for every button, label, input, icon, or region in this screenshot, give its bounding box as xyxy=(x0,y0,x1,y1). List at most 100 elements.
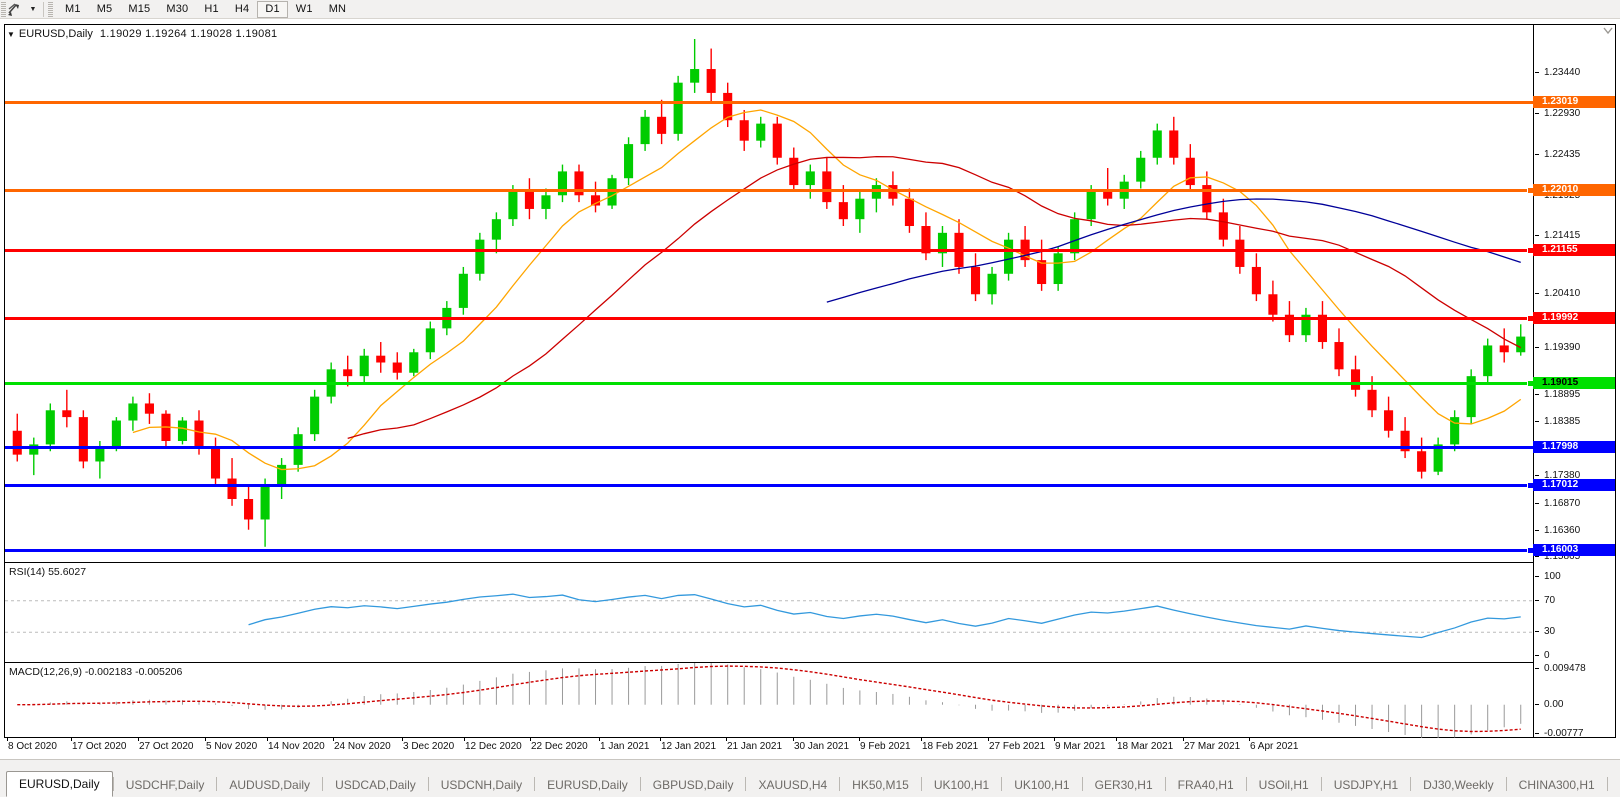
top-toolbar: ▼ M1 M5 M15 M30 H1 H4 D1 W1 MN xyxy=(0,0,1620,19)
chart-tab-uk100-h1[interactable]: UK100,H1 xyxy=(1014,778,1070,792)
timeframe-m5[interactable]: M5 xyxy=(96,3,113,15)
price-tick: 1.16360 xyxy=(1535,525,1615,536)
timeframe-m1[interactable]: M1 xyxy=(65,3,81,15)
support-1-16003[interactable] xyxy=(5,547,1534,554)
timeframe-mn[interactable]: MN xyxy=(328,3,347,15)
time-tick: 30 Jan 2021 xyxy=(792,738,850,752)
resistance-1-19992-price-chip[interactable]: 1.19992 xyxy=(1533,312,1615,324)
price-tick: 1.23440 xyxy=(1535,67,1615,78)
timeframe-h4[interactable]: H4 xyxy=(234,3,250,15)
time-scale-axis[interactable]: 8 Oct 2020 17 Oct 2020 27 Oct 2020 5 Nov 20… xyxy=(4,738,1616,757)
time-tick: 9 Feb 2021 xyxy=(859,738,911,752)
resistance-1-23019[interactable] xyxy=(5,101,1533,104)
chevron-down-icon[interactable]: ▼ xyxy=(29,5,37,13)
timeframe-w1[interactable]: W1 xyxy=(295,3,313,15)
tab-divider xyxy=(1164,777,1166,791)
tab-divider xyxy=(1320,777,1322,791)
rsi-tick: 0 xyxy=(1535,650,1615,661)
price-tick: 1.16870 xyxy=(1535,498,1615,509)
price-tick: 1.15865 xyxy=(1535,551,1615,562)
rsi-pane[interactable]: RSI(14) 55.6027 xyxy=(5,562,1615,662)
tab-divider xyxy=(322,777,324,791)
drawing-tools-icon[interactable] xyxy=(6,1,26,18)
time-tick: 21 Jan 2021 xyxy=(725,738,783,752)
chart-tab-u[interactable]: U xyxy=(1608,773,1620,797)
chart-tab-hk50-m15[interactable]: HK50,M15 xyxy=(852,778,909,792)
resistance-1-23019-price-chip[interactable]: 1.23019 xyxy=(1533,96,1615,108)
chart-tab-fra40-h1[interactable]: FRA40,H1 xyxy=(1177,778,1234,792)
chart-tab-usdcad-daily[interactable]: USDCAD,Daily xyxy=(335,778,416,792)
price-tick: 1.18385 xyxy=(1535,416,1615,427)
macd-pane[interactable]: MACD(12,26,9) -0.002183 -0.005206 xyxy=(5,662,1615,738)
chart-tab-usdcnh-daily[interactable]: USDCNH,Daily xyxy=(440,778,523,792)
time-tick: 3 Dec 2020 xyxy=(401,738,455,752)
chart-tab-eurusd-daily[interactable]: EURUSD,Daily xyxy=(6,771,113,797)
macd-tick: 0.009478 xyxy=(1535,663,1615,674)
macd-pane-label: MACD(12,26,9) -0.002183 -0.005206 xyxy=(9,666,183,678)
resistance-1-21155[interactable] xyxy=(5,247,1534,254)
tab-divider xyxy=(1245,777,1247,791)
chart-tab-eurusd-daily[interactable]: EURUSD,Daily xyxy=(547,778,628,792)
price-candlestick-plot xyxy=(12,39,1526,547)
chart-tab-gbpusd-daily[interactable]: GBPUSD,Daily xyxy=(652,778,734,792)
chart-tabs: EURUSD,Daily USDCHF,Daily AUDUSD,Daily USDC… xyxy=(6,771,1620,797)
resistance-1-22010[interactable] xyxy=(5,187,1534,194)
price-tick: 1.18895 xyxy=(1535,389,1615,400)
chart-tab-china300-h1[interactable]: CHINA300,H1 xyxy=(1518,778,1595,792)
tab-divider xyxy=(1606,777,1608,791)
price-tick: 1.20410 xyxy=(1535,288,1615,299)
tab-divider xyxy=(534,777,536,791)
support-1-17012[interactable] xyxy=(5,482,1534,489)
timeframe-h1[interactable]: H1 xyxy=(204,3,219,15)
chart-tab-dj30-weekly[interactable]: DJ30,Weekly xyxy=(1423,778,1494,792)
resistance-1-21155-price-chip[interactable]: 1.21155 xyxy=(1533,244,1615,256)
resistance-1-19992[interactable] xyxy=(5,315,1534,322)
resistance-1-22010-price-chip[interactable]: 1.22010 xyxy=(1533,184,1615,196)
support-1-17998[interactable] xyxy=(5,446,1533,449)
support-1-17998-price-chip[interactable]: 1.17998 xyxy=(1533,441,1615,453)
time-tick: 14 Nov 2020 xyxy=(267,738,325,752)
pivot-1-19015[interactable] xyxy=(5,380,1534,387)
time-tick: 12 Dec 2020 xyxy=(464,738,522,752)
time-tick: 27 Oct 2020 xyxy=(137,738,194,752)
macd-tick: -0.00777 xyxy=(1535,728,1615,739)
time-tick: 9 Mar 2021 xyxy=(1054,738,1106,752)
chart-tab-xauusd-h4[interactable]: XAUUSD,H4 xyxy=(758,778,828,792)
tab-divider xyxy=(427,777,429,791)
chart-tab-uk100-h1[interactable]: UK100,H1 xyxy=(933,778,990,792)
price-pane[interactable] xyxy=(5,25,1615,562)
tab-divider xyxy=(1505,777,1507,791)
toolbar-grip[interactable] xyxy=(1,1,6,17)
chart-quote-bar: ▼ EURUSD,Daily 1.19029 1.19264 1.19028 1… xyxy=(7,27,277,41)
rsi-tick: 100 xyxy=(1535,571,1615,582)
tab-divider xyxy=(1001,777,1003,791)
tab-divider xyxy=(216,777,218,791)
price-tick: 1.21415 xyxy=(1535,230,1615,241)
macd-plot xyxy=(17,663,1522,738)
timeframe-grip[interactable] xyxy=(48,1,53,17)
price-scale-axis[interactable]: 1.234401.229301.224351.219251.214151.209… xyxy=(1533,25,1615,739)
tab-divider xyxy=(112,777,114,791)
chart-area[interactable]: ▼ EURUSD,Daily 1.19029 1.19264 1.19028 1… xyxy=(4,24,1616,739)
support-1-16003-price-chip[interactable]: 1.16003 xyxy=(1533,544,1615,556)
tab-divider xyxy=(639,777,641,791)
chart-tab-usdchf-daily[interactable]: USDCHF,Daily xyxy=(125,778,205,792)
chart-tab-audusd-daily[interactable]: AUDUSD,Daily xyxy=(229,778,311,792)
timeframe-m15[interactable]: M15 xyxy=(128,3,151,15)
chart-tab-usdjpy-h1[interactable]: USDJPY,H1 xyxy=(1333,778,1399,792)
chart-tab-ger30-h1[interactable]: GER30,H1 xyxy=(1094,778,1153,792)
time-tick: 18 Feb 2021 xyxy=(920,738,979,752)
chart-scroll-arrow-icon[interactable] xyxy=(1603,27,1613,35)
price-tick: 1.22930 xyxy=(1535,108,1615,119)
chart-menu-caret-icon[interactable]: ▼ xyxy=(7,29,15,39)
pivot-1-19015-price-chip[interactable]: 1.19015 xyxy=(1533,377,1615,389)
price-tick: 1.22435 xyxy=(1535,149,1615,160)
toolbar-separator xyxy=(43,1,44,17)
support-1-17012-price-chip[interactable]: 1.17012 xyxy=(1533,479,1615,491)
timeframe-m30[interactable]: M30 xyxy=(166,3,189,15)
time-tick: 6 Apr 2021 xyxy=(1248,738,1299,752)
chart-tab-usoil-h1[interactable]: USOil,H1 xyxy=(1258,778,1309,792)
timeframe-d1[interactable]: D1 xyxy=(257,0,288,18)
rsi-pane-label: RSI(14) 55.6027 xyxy=(9,566,87,578)
